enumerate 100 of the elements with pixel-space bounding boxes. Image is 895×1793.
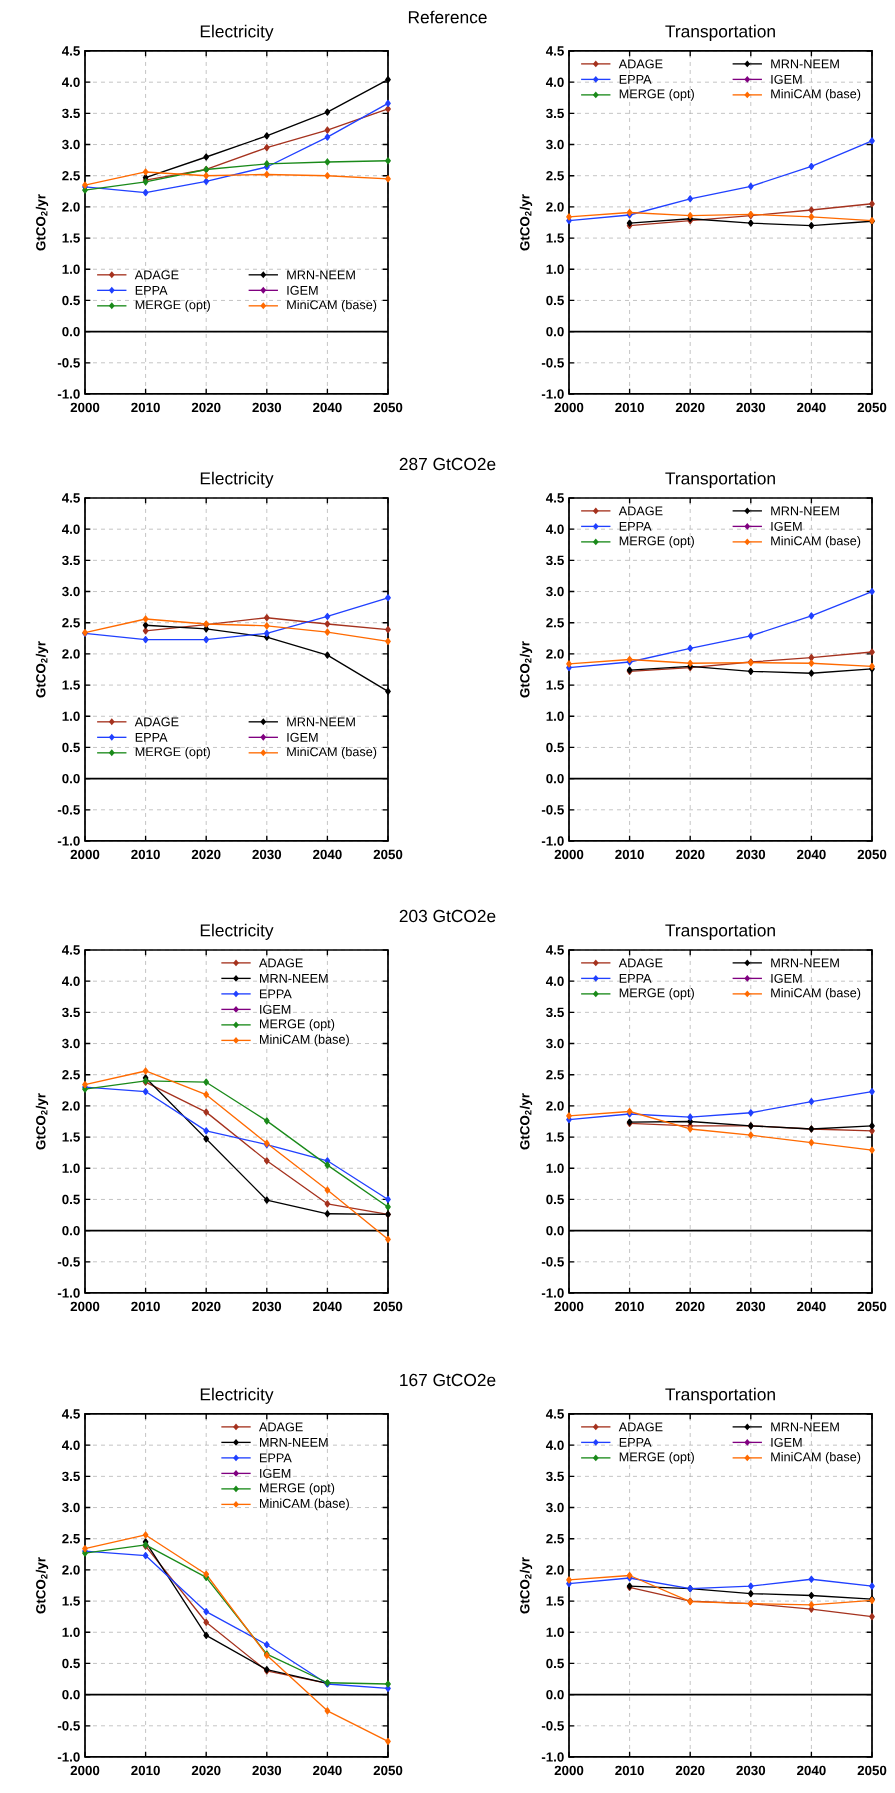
y-tick-label: 3.0 [62,586,80,597]
legend-label: EPPA [619,1438,652,1447]
y-tick-label: 2.5 [62,171,80,181]
y-axis-title: GtCO$_{2}$/yr [519,1093,533,1150]
x-tick-label: 2020 [191,1301,221,1312]
y-tick-label: 0.0 [546,326,564,337]
y-tick-label: 2.0 [546,1565,564,1575]
y-tick-label: 4.5 [61,945,80,955]
y-tick-label: -0.5 [541,805,564,815]
y-tick-label: -1.0 [541,389,564,399]
y-axis-title: GtCO$_{2}$/yr [519,641,533,698]
y-tick-label: 0.0 [546,1689,564,1700]
legend-label: MiniCAM (base) [259,1498,349,1511]
y-tick-label: 0.5 [546,295,564,306]
x-tick-label: 2000 [70,1765,100,1776]
legend-label: ADAGE [258,958,303,968]
legend-label: MiniCAM (base) [771,1451,861,1464]
y-tick-label: 3.0 [546,1038,564,1049]
y-tick-label: 0.0 [62,1225,80,1236]
x-tick-label: 2030 [252,1765,282,1776]
y-tick-label: 0.5 [62,1658,80,1669]
y-tick-label: -1.0 [541,1752,564,1762]
y-tick-label: 4.5 [61,493,80,503]
legend-label: IGEM [771,74,802,84]
y-tick-label: 3.5 [62,555,80,566]
y-tick-label: 0.5 [546,1658,564,1669]
x-tick-label: 2000 [554,849,584,860]
x-tick-label: 2030 [252,402,282,413]
x-tick-label: 2020 [191,849,221,860]
legend-label: IGEM [260,1004,291,1014]
chart-title: Electricity [200,1387,274,1404]
legend-label: MiniCAM (base) [771,987,861,1000]
x-tick-label: 2030 [252,1301,282,1312]
y-tick-label: 4.0 [545,524,564,534]
x-tick-label: 2020 [675,1301,705,1312]
y-tick-label: 3.0 [62,1038,80,1049]
y-tick-label: -1.0 [57,1752,80,1762]
y-tick-label: 0.0 [546,1225,564,1236]
legend-label: MiniCAM (base) [259,1034,349,1047]
x-tick-label: 2050 [373,849,403,860]
legend-label: EPPA [619,974,652,983]
x-tick-label: 2040 [797,402,826,413]
text: 167 GtCO2e [400,1373,496,1387]
y-tick-label: 4.0 [545,77,564,87]
y-tick-label: 2.5 [546,1534,564,1544]
legend-label: MERGE (opt) [135,299,210,312]
x-tick-label: 2030 [252,849,282,860]
y-tick-label: 3.0 [546,139,564,150]
x-tick-label: 2040 [313,402,342,413]
legend-label: MRN-NEEM [771,506,839,516]
legend-label: MRN-NEEM [259,974,328,983]
y-tick-label: -0.5 [541,1721,564,1731]
text: 203 GtCO2e [399,909,496,923]
y-tick-label: 4.0 [61,524,80,534]
y-tick-label: 4.5 [61,1409,80,1419]
y-tick-label: 3.0 [546,586,564,597]
x-tick-label: 2010 [615,849,644,860]
text: Reference [408,10,487,24]
y-tick-label: 4.0 [545,1440,564,1450]
legend-label: IGEM [260,1468,291,1478]
legend-label: MERGE (opt) [135,746,210,759]
y-tick-label: 3.5 [62,1007,80,1018]
x-tick-label: 2010 [131,849,160,860]
y-axis-title: GtCO$_{2}$/yr [35,194,49,251]
chart-title: Transportation [665,923,775,940]
legend-label: MiniCAM (base) [771,88,861,101]
y-tick-label: 3.5 [62,1471,80,1482]
text: 287 GtCO2e [399,457,496,471]
y-tick-label: 2.0 [546,649,564,659]
y-tick-label: 1.5 [62,1132,80,1142]
y-tick-label: 3.5 [62,108,80,119]
x-tick-label: 2000 [554,1765,584,1776]
legend-label: IGEM [771,521,802,531]
y-tick-label: 1.0 [62,1163,80,1173]
y-tick-label: 0.0 [62,1689,80,1700]
y-tick-label: 1.0 [62,711,80,721]
y-tick-label: 2.5 [62,618,80,628]
legend-label: IGEM [287,285,318,295]
y-tick-label: 0.0 [546,773,564,784]
x-tick-label: 2000 [70,402,100,413]
y-tick-label: 3.5 [546,1471,564,1482]
legend-label: MiniCAM (base) [771,535,861,548]
x-tick-label: 2000 [70,849,100,860]
y-tick-label: 1.0 [546,1163,564,1173]
legend-label: MRN-NEEM [771,958,839,968]
y-tick-label: -0.5 [57,1257,80,1267]
y-axis-title: GtCO$_{2}$/yr [35,1093,49,1150]
y-tick-label: 2.5 [546,1070,564,1080]
y-tick-label: 1.0 [546,264,564,274]
legend-label: MRN-NEEM [287,270,355,280]
legend-label: MERGE (opt) [619,987,694,1000]
y-tick-label: -1.0 [57,1288,80,1298]
x-tick-label: 2040 [313,1765,342,1776]
y-tick-label: 3.5 [546,1007,564,1018]
x-tick-label: 2000 [554,402,584,413]
y-axis-title: GtCO$_{2}$/yr [35,1557,49,1614]
y-tick-label: 2.5 [62,1534,80,1544]
legend-label: ADAGE [258,1422,303,1432]
y-tick-label: 0.5 [546,1194,564,1205]
legend-label: EPPA [619,522,652,531]
